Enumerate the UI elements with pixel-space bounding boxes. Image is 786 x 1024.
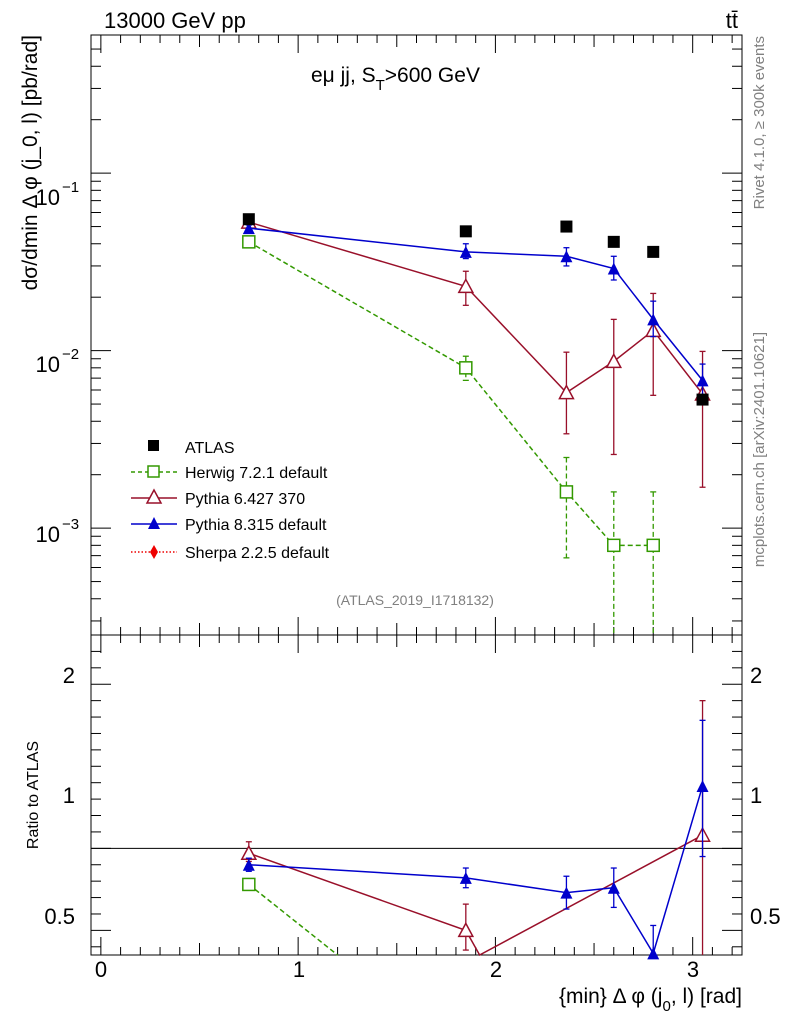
svg-text:−1: −1 (62, 179, 79, 196)
data-point-pythia-6-427-370 (605, 352, 623, 369)
main-y-axis-label: dσ/dmin Δ φ (j_0, l) [pb/rad] (19, 35, 42, 290)
ratio-data-layer (240, 699, 711, 960)
svg-text:Herwig 7.2.1 default: Herwig 7.2.1 default (185, 465, 328, 482)
legend-marker-atlas (148, 440, 159, 451)
data-point-pythia-6-427-370 (457, 277, 475, 294)
rivet-version-label: Rivet 4.1.0, ≥ 300k events (751, 36, 768, 209)
svg-text:10: 10 (36, 352, 60, 377)
data-point-pythia-8-315-default (696, 374, 709, 387)
data-point-atlas (560, 220, 573, 233)
x-tick-label: 1 (293, 957, 305, 982)
data-point-pythia-8-315-default (242, 858, 255, 871)
svg-text:ATLAS: ATLAS (185, 440, 235, 457)
ratio-y-tick-label: 1 (63, 783, 75, 808)
legend-entry-sherpa: Sherpa 2.2.5 default (131, 545, 330, 562)
legend-marker-pythia6 (145, 488, 163, 504)
data-point-herwig-7-2-1-default (646, 538, 660, 553)
series-pythia-8-315-default (242, 719, 709, 960)
data-point-atlas (242, 213, 255, 226)
series-line-pythia-6-427-370 (248, 221, 704, 395)
series-herwig-7-2-1-default (242, 235, 660, 635)
ratio-y-tick-label-right: 0.5 (750, 904, 781, 929)
main-panel-title: eμ jj, ST>600 GeV (311, 64, 480, 94)
legend-entry-herwig: Herwig 7.2.1 default (131, 465, 328, 482)
data-point-herwig-7-2-1-default (242, 235, 256, 249)
svg-text:10: 10 (36, 522, 60, 547)
data-point-pythia-8-315-default (696, 779, 709, 792)
main-y-tick-label: 10 −1 (36, 179, 80, 210)
series-atlas (242, 213, 709, 406)
x-tick-label: 2 (490, 957, 502, 982)
svg-text:Pythia 6.427 370: Pythia 6.427 370 (185, 491, 305, 508)
data-point-pythia-6-427-370 (558, 384, 575, 400)
series-pythia-8-315-default (242, 222, 709, 398)
ratio-axis-ticks (91, 634, 742, 955)
svg-text:10: 10 (36, 185, 60, 210)
data-point-pythia-8-315-default (560, 250, 573, 263)
data-point-atlas (696, 393, 709, 406)
data-point-atlas (647, 245, 660, 258)
series-line-herwig-7-2-1-default (248, 241, 654, 547)
data-point-pythia-8-315-default (647, 947, 660, 960)
main-axis-ticks (91, 35, 742, 635)
data-point-herwig-7-2-1-default (559, 485, 574, 499)
legend-entry-pythia8: Pythia 8.315 default (131, 517, 327, 534)
legend-marker-pythia8 (148, 517, 160, 529)
ratio-y-tick-label: 0.5 (44, 904, 75, 929)
ratio-y-tick-label-right: 2 (750, 663, 762, 688)
data-point-atlas (607, 235, 620, 248)
x-axis-label: {min} Δ φ (j0, l) [rad] (559, 985, 742, 1015)
legend-marker-sherpa (150, 545, 158, 559)
svg-text:−3: −3 (62, 516, 79, 533)
data-point-herwig-7-2-1-default (607, 538, 621, 553)
data-point-pythia-8-315-default (607, 262, 620, 275)
mcplots-label: mcplots.cern.ch [arXiv:2401.10621] (751, 332, 768, 567)
header-left-label: 13000 GeV pp (104, 8, 246, 33)
legend-entry-pythia6: Pythia 6.427 370 (131, 488, 305, 508)
series-line-pythia-8-315-default (248, 227, 704, 381)
data-point-atlas (459, 225, 472, 238)
legend: ATLAS Herwig 7.2.1 default Pythia 6.427 … (131, 440, 330, 562)
data-point-herwig-7-2-1-default (242, 877, 256, 892)
svg-text:Sherpa 2.2.5 default: Sherpa 2.2.5 default (185, 545, 330, 562)
data-point-pythia-8-315-default (459, 871, 472, 884)
data-point-pythia-8-315-default (560, 886, 573, 899)
header-right-label: tt̄ (726, 8, 738, 33)
data-point-pythia-8-315-default (607, 881, 620, 894)
ratio-y-tick-label-right: 1 (750, 783, 762, 808)
series-herwig-7-2-1-default (242, 877, 339, 956)
data-point-herwig-7-2-1-default (459, 361, 473, 375)
x-tick-label: 3 (687, 957, 699, 982)
svg-text:−2: −2 (62, 346, 79, 363)
svg-text:Pythia 8.315 default: Pythia 8.315 default (185, 517, 327, 534)
data-point-pythia-8-315-default (242, 222, 255, 235)
legend-entry-atlas: ATLAS (148, 440, 235, 457)
ratio-y-tick-label: 2 (63, 663, 75, 688)
ratio-y-axis-label: Ratio to ATLAS (25, 741, 42, 849)
series-pythia-6-427-370 (240, 213, 711, 488)
main-y-tick-label: 10 −2 (36, 346, 80, 377)
data-point-pythia-8-315-default (459, 245, 472, 258)
analysis-id-label: (ATLAS_2019_I1718132) (336, 592, 494, 608)
data-point-pythia-6-427-370 (457, 921, 475, 938)
x-tick-label: 0 (95, 957, 107, 982)
ratio-panel-frame (90, 634, 743, 956)
series-line-pythia-8-315-default (248, 785, 704, 956)
series-pythia-6-427-370 (240, 699, 711, 957)
legend-marker-herwig (147, 465, 160, 478)
data-point-pythia-8-315-default (647, 313, 660, 326)
main-data-layer (240, 213, 711, 635)
series-line-herwig-7-2-1-default (248, 883, 339, 956)
series-line-pythia-6-427-370 (248, 834, 703, 957)
main-y-tick-label: 10 −3 (36, 516, 80, 547)
